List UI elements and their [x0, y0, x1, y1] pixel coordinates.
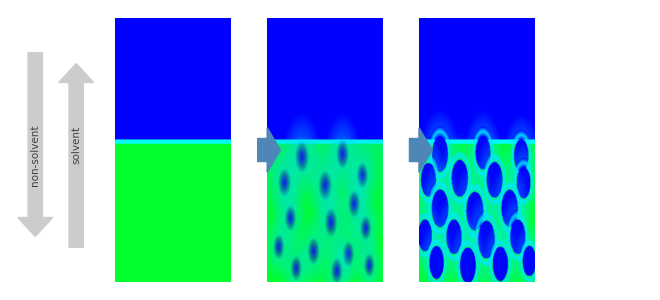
FancyArrow shape [59, 64, 94, 247]
Text: non-solvent: non-solvent [30, 125, 40, 186]
Text: solvent: solvent [71, 125, 81, 164]
FancyArrow shape [409, 128, 432, 172]
FancyArrow shape [18, 53, 53, 236]
FancyArrow shape [257, 128, 280, 172]
